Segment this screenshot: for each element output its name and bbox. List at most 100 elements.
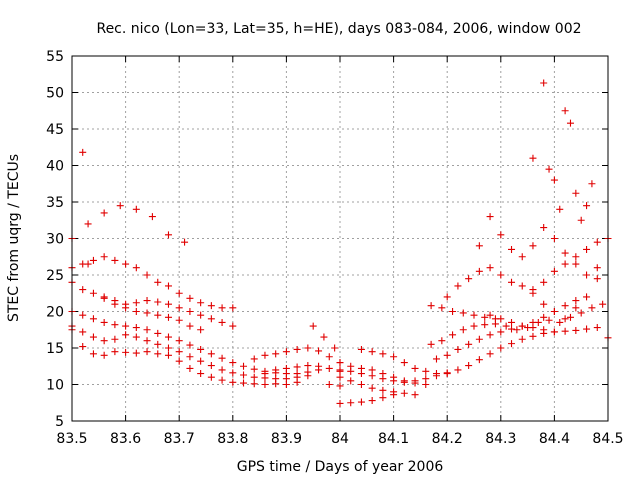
data-point — [175, 357, 183, 365]
data-point — [261, 370, 269, 378]
data-point — [432, 370, 440, 378]
data-point — [122, 322, 130, 330]
data-point — [561, 107, 569, 115]
data-point — [229, 304, 237, 312]
data-point — [282, 364, 290, 372]
data-point — [186, 322, 194, 330]
data-point — [325, 364, 333, 372]
data-point — [240, 362, 248, 370]
y-tick-label: 40 — [46, 159, 64, 175]
data-point — [566, 313, 574, 321]
data-point — [293, 363, 301, 371]
data-point — [122, 260, 130, 268]
data-point — [122, 304, 130, 312]
data-point — [272, 350, 280, 358]
data-point — [368, 372, 376, 380]
data-point — [207, 302, 215, 310]
data-point — [368, 366, 376, 374]
data-point — [111, 256, 119, 264]
data-point — [143, 271, 151, 279]
y-tick-label: 35 — [46, 195, 64, 211]
data-point — [100, 351, 108, 359]
data-point — [218, 366, 226, 374]
data-point — [218, 376, 226, 384]
data-point — [250, 373, 258, 381]
data-point — [79, 286, 87, 294]
data-point — [111, 335, 119, 343]
data-point — [309, 322, 317, 330]
x-tick-label: 84.3 — [485, 431, 516, 447]
data-point — [583, 202, 591, 210]
data-point — [315, 347, 323, 355]
data-point — [89, 256, 97, 264]
data-point — [111, 348, 119, 356]
data-point — [100, 318, 108, 326]
data-point — [427, 302, 435, 310]
x-tick-label: 84 — [331, 431, 349, 447]
y-tick-label: 10 — [46, 378, 64, 394]
data-point — [443, 369, 451, 377]
data-point — [229, 322, 237, 330]
data-point — [508, 325, 516, 333]
data-point — [593, 324, 601, 332]
data-point — [79, 148, 87, 156]
data-point — [486, 213, 494, 221]
data-point — [588, 180, 596, 188]
data-point — [540, 79, 548, 87]
x-tick-label: 84.5 — [592, 431, 623, 447]
data-point — [132, 324, 140, 332]
data-point — [132, 308, 140, 315]
data-point — [304, 362, 312, 370]
data-point — [229, 369, 237, 377]
data-point — [148, 213, 156, 221]
data-point — [508, 245, 516, 253]
data-point — [336, 366, 344, 374]
data-point — [572, 304, 580, 312]
data-point — [550, 235, 558, 242]
data-point — [154, 311, 162, 319]
data-point — [164, 300, 172, 308]
data-point — [390, 353, 398, 361]
data-point — [443, 293, 451, 301]
data-point — [79, 328, 87, 336]
data-point — [132, 333, 140, 341]
data-point — [164, 344, 172, 352]
x-tick-label: 83.7 — [164, 431, 195, 447]
data-point — [282, 348, 290, 356]
data-point — [293, 370, 301, 378]
data-point — [207, 315, 215, 323]
data-point — [593, 275, 601, 283]
data-point — [357, 364, 365, 372]
data-point — [561, 302, 569, 310]
data-point — [561, 249, 569, 257]
data-point — [540, 278, 548, 286]
data-point — [368, 384, 376, 392]
data-point — [465, 275, 473, 283]
data-point — [164, 351, 172, 359]
data-point — [197, 311, 205, 319]
data-point — [572, 297, 580, 305]
data-point — [143, 309, 151, 317]
data-point — [143, 326, 151, 334]
data-point — [197, 345, 205, 353]
data-point — [518, 335, 526, 343]
data-point — [164, 231, 172, 239]
data-point — [411, 391, 419, 399]
data-point — [550, 308, 558, 315]
data-point — [518, 322, 526, 330]
data-point — [465, 362, 473, 370]
data-point — [566, 119, 574, 127]
data-point — [261, 351, 269, 359]
data-point — [470, 311, 478, 319]
data-point — [470, 322, 478, 330]
data-point — [89, 315, 97, 323]
data-point — [229, 359, 237, 367]
data-point — [588, 304, 596, 312]
data-point — [336, 373, 344, 381]
data-point — [432, 355, 440, 363]
y-tick-label: 30 — [46, 232, 64, 248]
data-point — [336, 399, 344, 407]
y-tick-label: 50 — [46, 86, 64, 102]
data-point — [181, 238, 189, 246]
